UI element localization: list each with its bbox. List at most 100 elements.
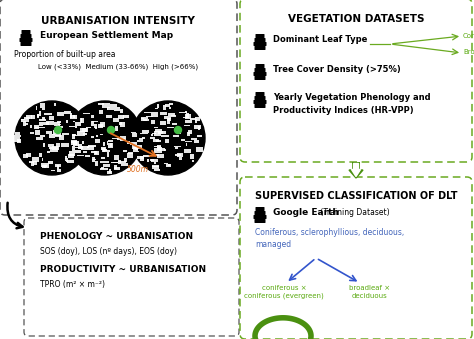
FancyBboxPatch shape: [254, 72, 266, 76]
FancyBboxPatch shape: [106, 115, 112, 118]
FancyBboxPatch shape: [255, 64, 264, 68]
FancyBboxPatch shape: [107, 107, 114, 110]
FancyBboxPatch shape: [157, 145, 161, 150]
FancyBboxPatch shape: [155, 131, 161, 136]
FancyBboxPatch shape: [58, 124, 61, 125]
FancyBboxPatch shape: [110, 143, 112, 147]
FancyBboxPatch shape: [150, 159, 155, 161]
FancyBboxPatch shape: [82, 141, 84, 144]
FancyBboxPatch shape: [181, 139, 185, 141]
FancyBboxPatch shape: [23, 121, 26, 126]
FancyBboxPatch shape: [21, 30, 30, 34]
FancyBboxPatch shape: [102, 103, 110, 108]
FancyBboxPatch shape: [120, 136, 126, 141]
FancyBboxPatch shape: [185, 115, 191, 119]
FancyBboxPatch shape: [185, 141, 192, 142]
FancyBboxPatch shape: [83, 151, 87, 153]
FancyBboxPatch shape: [48, 134, 55, 138]
FancyBboxPatch shape: [57, 112, 64, 116]
FancyBboxPatch shape: [55, 164, 61, 166]
FancyBboxPatch shape: [164, 116, 172, 119]
FancyBboxPatch shape: [144, 156, 150, 157]
FancyBboxPatch shape: [30, 125, 33, 127]
FancyBboxPatch shape: [160, 112, 167, 115]
FancyBboxPatch shape: [100, 122, 105, 127]
FancyBboxPatch shape: [92, 157, 95, 162]
FancyBboxPatch shape: [172, 123, 177, 125]
FancyBboxPatch shape: [157, 147, 162, 152]
FancyBboxPatch shape: [150, 137, 155, 139]
FancyBboxPatch shape: [82, 133, 86, 135]
FancyBboxPatch shape: [175, 154, 181, 156]
FancyBboxPatch shape: [154, 145, 157, 147]
Polygon shape: [354, 163, 358, 169]
FancyBboxPatch shape: [167, 118, 171, 121]
FancyBboxPatch shape: [197, 135, 202, 137]
FancyBboxPatch shape: [141, 117, 147, 119]
FancyBboxPatch shape: [58, 126, 63, 127]
FancyBboxPatch shape: [118, 115, 124, 119]
FancyBboxPatch shape: [195, 117, 200, 121]
FancyBboxPatch shape: [55, 135, 61, 137]
FancyBboxPatch shape: [72, 135, 76, 136]
FancyBboxPatch shape: [114, 155, 119, 160]
FancyBboxPatch shape: [39, 111, 41, 116]
FancyBboxPatch shape: [48, 161, 53, 164]
FancyBboxPatch shape: [254, 100, 266, 104]
Text: URBANISATION INTENSITY: URBANISATION INTENSITY: [41, 16, 195, 26]
FancyBboxPatch shape: [166, 164, 171, 167]
FancyBboxPatch shape: [70, 113, 72, 118]
FancyBboxPatch shape: [64, 111, 71, 114]
FancyBboxPatch shape: [23, 155, 28, 158]
Text: Dominant Leaf Type: Dominant Leaf Type: [273, 35, 367, 44]
FancyBboxPatch shape: [42, 164, 46, 168]
FancyBboxPatch shape: [42, 108, 45, 110]
FancyBboxPatch shape: [154, 148, 162, 153]
FancyBboxPatch shape: [91, 121, 98, 122]
FancyBboxPatch shape: [128, 152, 134, 154]
FancyBboxPatch shape: [40, 103, 45, 107]
FancyBboxPatch shape: [39, 121, 43, 126]
FancyBboxPatch shape: [46, 121, 54, 125]
FancyBboxPatch shape: [198, 126, 200, 129]
FancyBboxPatch shape: [100, 161, 105, 163]
FancyBboxPatch shape: [130, 142, 137, 145]
FancyBboxPatch shape: [142, 137, 145, 139]
Text: PHENOLOGY ~ URBANISATION: PHENOLOGY ~ URBANISATION: [40, 232, 193, 241]
FancyBboxPatch shape: [42, 127, 45, 128]
FancyBboxPatch shape: [173, 135, 179, 137]
FancyBboxPatch shape: [160, 148, 165, 151]
FancyBboxPatch shape: [184, 149, 191, 153]
FancyBboxPatch shape: [20, 42, 31, 46]
FancyBboxPatch shape: [83, 113, 90, 114]
FancyBboxPatch shape: [164, 149, 166, 151]
FancyBboxPatch shape: [107, 152, 109, 157]
FancyBboxPatch shape: [70, 115, 77, 119]
FancyBboxPatch shape: [131, 132, 136, 133]
FancyBboxPatch shape: [36, 106, 37, 111]
FancyBboxPatch shape: [31, 115, 35, 119]
FancyBboxPatch shape: [103, 142, 105, 146]
Text: Tree Cover Density (>75%): Tree Cover Density (>75%): [273, 65, 401, 74]
FancyBboxPatch shape: [39, 119, 46, 121]
Text: SUPERVISED CLASSIFICATION OF DLT: SUPERVISED CLASSIFICATION OF DLT: [255, 191, 457, 201]
FancyBboxPatch shape: [102, 149, 107, 151]
FancyBboxPatch shape: [57, 169, 61, 172]
FancyBboxPatch shape: [255, 92, 264, 96]
FancyBboxPatch shape: [105, 161, 109, 163]
FancyBboxPatch shape: [174, 146, 182, 147]
FancyBboxPatch shape: [127, 141, 130, 144]
FancyBboxPatch shape: [96, 135, 98, 137]
FancyBboxPatch shape: [155, 108, 158, 109]
FancyBboxPatch shape: [39, 153, 42, 157]
FancyBboxPatch shape: [35, 127, 42, 128]
FancyBboxPatch shape: [135, 147, 137, 151]
FancyBboxPatch shape: [152, 159, 158, 162]
FancyBboxPatch shape: [102, 168, 108, 170]
FancyBboxPatch shape: [240, 0, 472, 162]
FancyBboxPatch shape: [20, 34, 31, 38]
FancyBboxPatch shape: [133, 151, 139, 152]
FancyBboxPatch shape: [37, 114, 39, 118]
FancyBboxPatch shape: [185, 113, 189, 118]
FancyBboxPatch shape: [77, 131, 85, 136]
